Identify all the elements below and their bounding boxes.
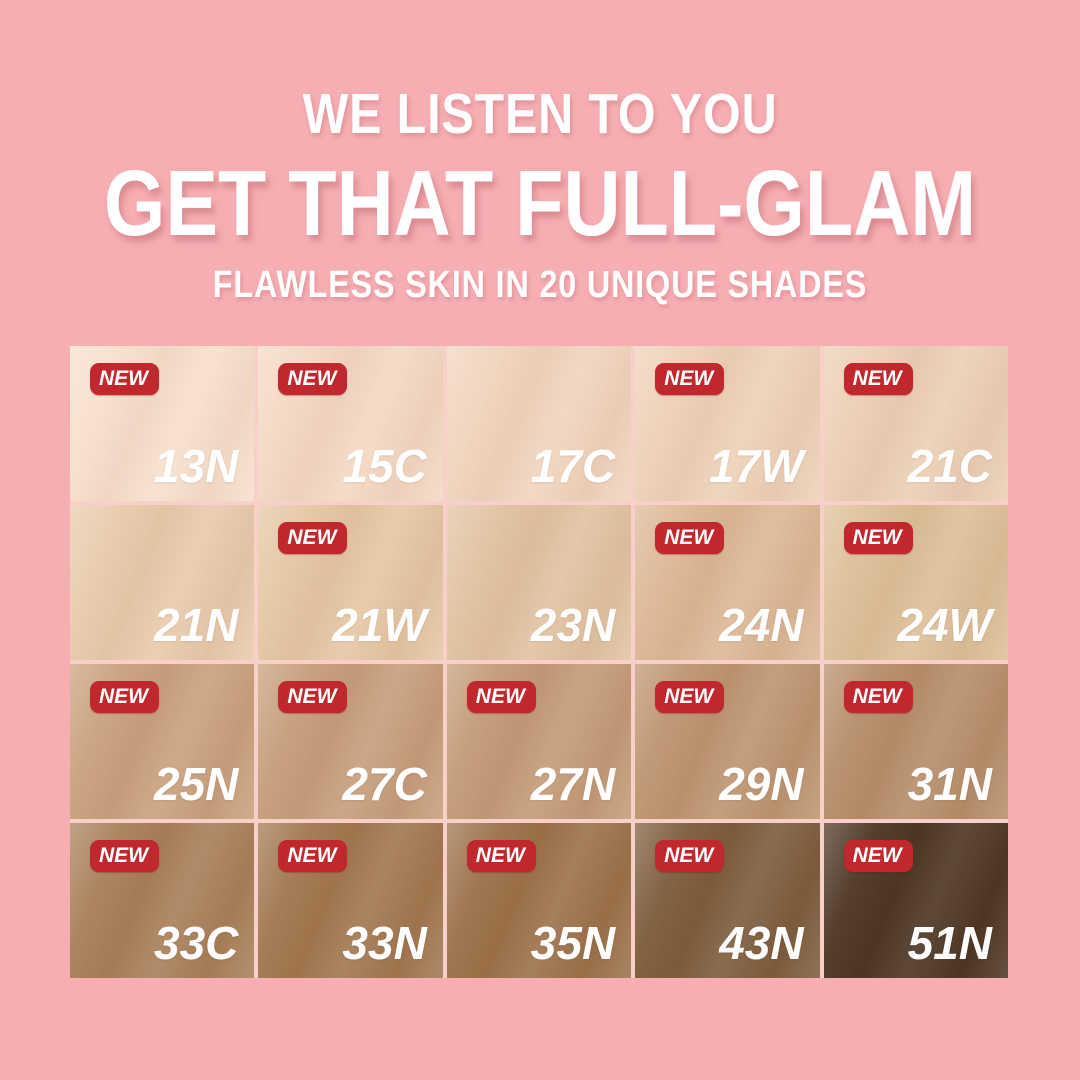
shade-label: 15C [342,440,427,492]
shade-label: 21N [154,599,239,651]
shade-swatch: NEW 17C [446,346,632,501]
shade-swatch: NEW 21C [823,346,1008,501]
shade-label: 29N [719,758,804,810]
new-badge: NEW [843,522,913,554]
shade-swatch: NEW 24N [635,505,820,660]
shade-label: 25N [154,758,239,810]
new-badge: NEW [90,840,159,872]
shade-swatch: NEW 33N [258,823,443,978]
shade-swatch: NEW 13N [70,346,255,501]
new-badge: NEW [655,363,725,395]
shade-label: 17C [530,440,616,492]
new-badge: NEW [466,681,536,713]
shade-swatch: NEW 35N [446,823,632,978]
shade-swatch: NEW 31N [823,664,1008,819]
shade-label: 35N [530,917,616,969]
shade-swatch: NEW 51N [823,823,1008,978]
shade-label: 21C [907,440,992,492]
shade-swatch: NEW 21N [70,505,255,660]
new-badge: NEW [655,840,725,872]
new-badge: NEW [278,681,348,713]
shade-label: 13N [154,440,239,492]
shade-label: 33C [154,917,239,969]
shade-label: 24N [719,599,804,651]
shade-swatch: NEW 17W [635,346,820,501]
new-badge: NEW [466,840,536,872]
new-badge: NEW [90,681,159,713]
shade-label: 21W [332,599,427,651]
headline-tagline: FLAWLESS SKIN IN 20 UNIQUE SHADES [212,264,868,306]
new-badge: NEW [278,840,348,872]
shade-swatch: NEW 24W [823,505,1008,660]
shade-swatch: NEW 15C [258,346,443,501]
new-badge: NEW [655,681,725,713]
shade-label: 27N [530,758,616,810]
new-badge: NEW [655,522,725,554]
new-badge: NEW [90,363,159,395]
shade-swatch: NEW 25N [70,664,255,819]
headline-title: GET THAT FULL-GLAM [103,151,977,255]
new-badge: NEW [843,363,913,395]
shade-label: 24W [897,599,992,651]
shade-label: 27C [342,758,427,810]
new-badge: NEW [843,840,913,872]
new-badge: NEW [843,681,913,713]
shade-swatch: NEW 27N [446,664,632,819]
headline-subtitle: WE LISTEN TO YOU [302,82,778,146]
shade-swatch: NEW 33C [70,823,255,978]
shade-swatch: NEW 43N [635,823,820,978]
new-badge: NEW [278,522,348,554]
shade-swatch: NEW 29N [635,664,820,819]
shade-swatch: NEW 27C [258,664,443,819]
shade-label: 43N [719,917,804,969]
shade-swatch: NEW 21W [258,505,443,660]
header: WE LISTEN TO YOU GET THAT FULL-GLAM FLAW… [0,0,1080,306]
shade-label: 31N [907,758,992,810]
shade-label: 17W [709,440,804,492]
shade-grid: NEW 13N NEW 15C NEW 17C NEW 17W NEW 21C … [70,346,1008,978]
shade-swatch: NEW 23N [446,505,632,660]
shade-label: 23N [530,599,616,651]
shade-label: 33N [342,917,427,969]
shade-label: 51N [907,917,992,969]
new-badge: NEW [278,363,348,395]
